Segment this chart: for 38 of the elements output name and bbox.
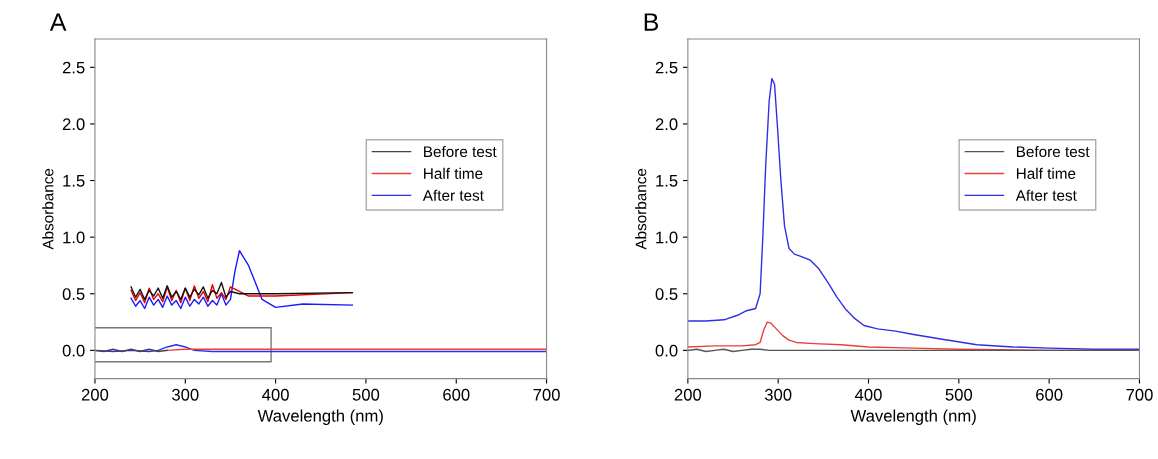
x-tick-label: 400 [262, 388, 289, 401]
x-tick-label: 500 [352, 388, 380, 401]
y-tick-label: 2.0 [655, 118, 678, 131]
x-tick-label: 300 [172, 388, 199, 401]
legend-label: After test [422, 189, 484, 201]
x-tick-label: 200 [674, 388, 702, 401]
x-axis-title: Wavelength (nm) [257, 409, 383, 426]
chart-title: B [644, 13, 659, 31]
y-tick-label: 1.5 [656, 175, 678, 187]
legend-label: Half time [424, 167, 483, 179]
y-tick-label: 1.0 [63, 231, 85, 244]
legend-label: Before test [1016, 145, 1090, 158]
x-axis-title: Wavelength (nm) [850, 409, 976, 426]
x-tick-label: 200 [81, 388, 109, 401]
x-tick-label: 400 [854, 388, 882, 401]
y-tick-label: 2.5 [62, 61, 85, 74]
legend-label: Before test [424, 145, 497, 158]
y-tick-label: 1.5 [63, 175, 85, 187]
x-tick-label: 700 [533, 388, 560, 401]
line-series [130, 250, 354, 310]
y-tick-label: 0.5 [655, 288, 678, 300]
y-axis-title: Absorbance [42, 168, 54, 250]
chart-title: A [49, 13, 67, 31]
x-tick-label: 300 [764, 388, 792, 401]
line-series [687, 77, 1140, 350]
y-tick-label: 2.5 [655, 61, 678, 74]
y-tick-label: 0.0 [655, 344, 678, 357]
x-tick-label: 500 [945, 388, 973, 401]
x-tick-label: 700 [1126, 388, 1153, 401]
legend-label: Half time [1016, 167, 1076, 179]
y-tick-label: 2.0 [62, 118, 85, 131]
y-axis-title: Absorbance [635, 168, 647, 250]
y-tick-label: 1.0 [656, 231, 678, 244]
y-tick-label: 0.0 [62, 344, 85, 357]
legend-label: After test [1015, 189, 1077, 201]
y-tick-label: 0.5 [62, 288, 85, 300]
x-tick-label: 600 [1036, 388, 1063, 401]
x-tick-label: 600 [443, 388, 470, 401]
